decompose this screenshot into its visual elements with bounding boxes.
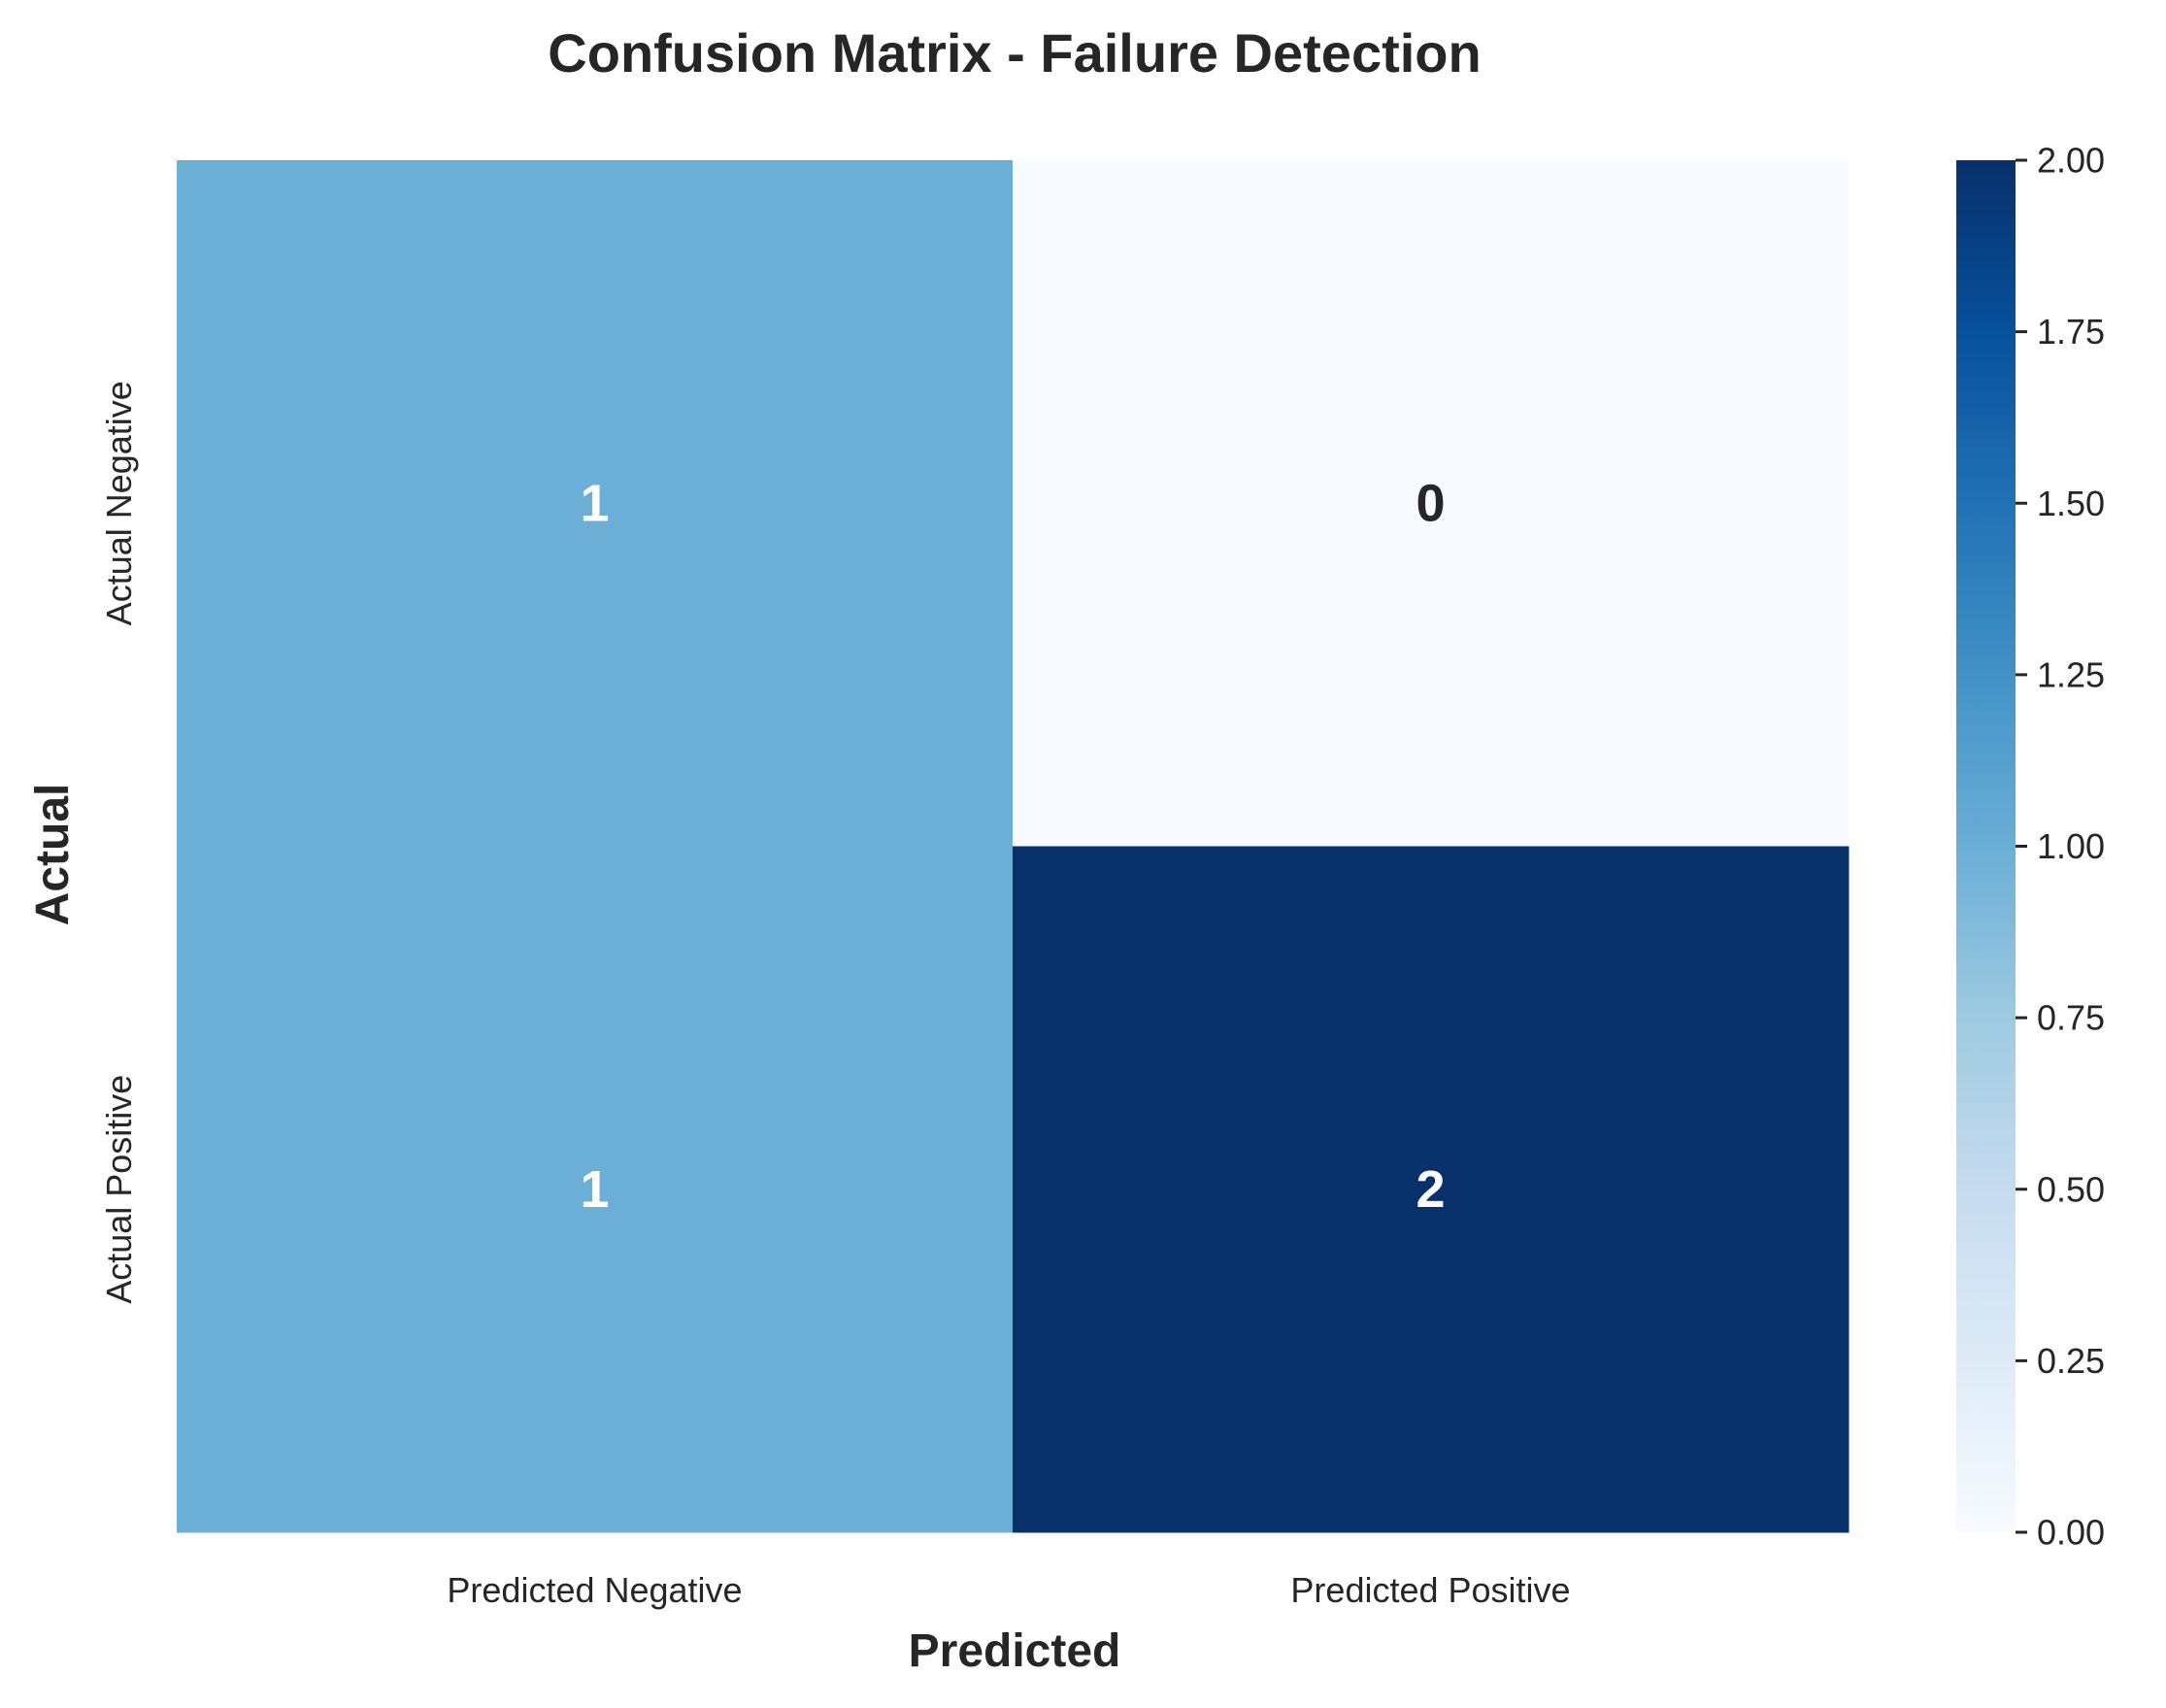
cell-value-label: 0 (1416, 474, 1445, 532)
x-axis-label: Predicted (909, 1625, 1121, 1677)
colorbar-gradient (1956, 160, 2016, 1532)
y-tick-label: Actual Negative (99, 381, 139, 625)
colorbar-tick-label: 1.50 (2037, 484, 2105, 523)
heatmap-cell (177, 160, 1014, 847)
x-tick-labels: Predicted Negative Predicted Positive (447, 1570, 1570, 1610)
heatmap-cell (1013, 846, 1849, 1533)
colorbar-tick-label: 0.00 (2037, 1513, 2105, 1553)
colorbar: 0.00 0.25 0.50 0.75 1.00 1.25 1.50 1.75 2.00 (1956, 141, 2105, 1553)
y-tick-labels: Actual Negative Actual Positive (99, 381, 139, 1304)
heatmap-cell (1013, 160, 1849, 847)
colorbar-tick-label: 0.75 (2037, 998, 2105, 1038)
colorbar-tick-label: 1.75 (2037, 312, 2105, 352)
cell-value-label: 2 (1416, 1160, 1445, 1219)
heatmap-cell (177, 846, 1014, 1533)
colorbar-tick-label: 2.00 (2037, 141, 2105, 181)
colorbar-tick-label: 0.50 (2037, 1169, 2105, 1209)
colorbar-tick-label: 1.25 (2037, 654, 2105, 694)
y-tick-label: Actual Positive (99, 1075, 139, 1304)
cell-value-label: 1 (580, 1160, 609, 1219)
chart-title: Confusion Matrix - Failure Detection (548, 22, 1481, 84)
x-tick-label: Predicted Negative (447, 1570, 742, 1610)
cell-value-label: 1 (580, 474, 609, 532)
x-tick-label: Predicted Positive (1290, 1570, 1570, 1610)
y-axis-label: Actual (27, 784, 79, 926)
colorbar-tick-label: 0.25 (2037, 1341, 2105, 1381)
colorbar-tick-label: 1.00 (2037, 826, 2105, 866)
heatmap-cells: 1 0 1 2 (177, 160, 1849, 1533)
colorbar-ticks: 0.00 0.25 0.50 0.75 1.00 1.25 1.50 1.75 2.00 (2016, 141, 2105, 1553)
